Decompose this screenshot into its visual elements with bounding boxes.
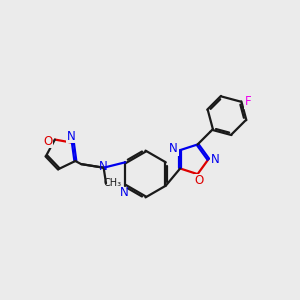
Text: N: N — [211, 153, 219, 166]
Text: O: O — [44, 134, 53, 148]
Text: O: O — [194, 174, 204, 187]
Text: N: N — [169, 142, 178, 155]
Text: N: N — [99, 160, 107, 173]
Text: CH₃: CH₃ — [103, 178, 122, 188]
Text: F: F — [245, 95, 252, 108]
Text: N: N — [67, 130, 76, 143]
Text: N: N — [120, 186, 129, 199]
